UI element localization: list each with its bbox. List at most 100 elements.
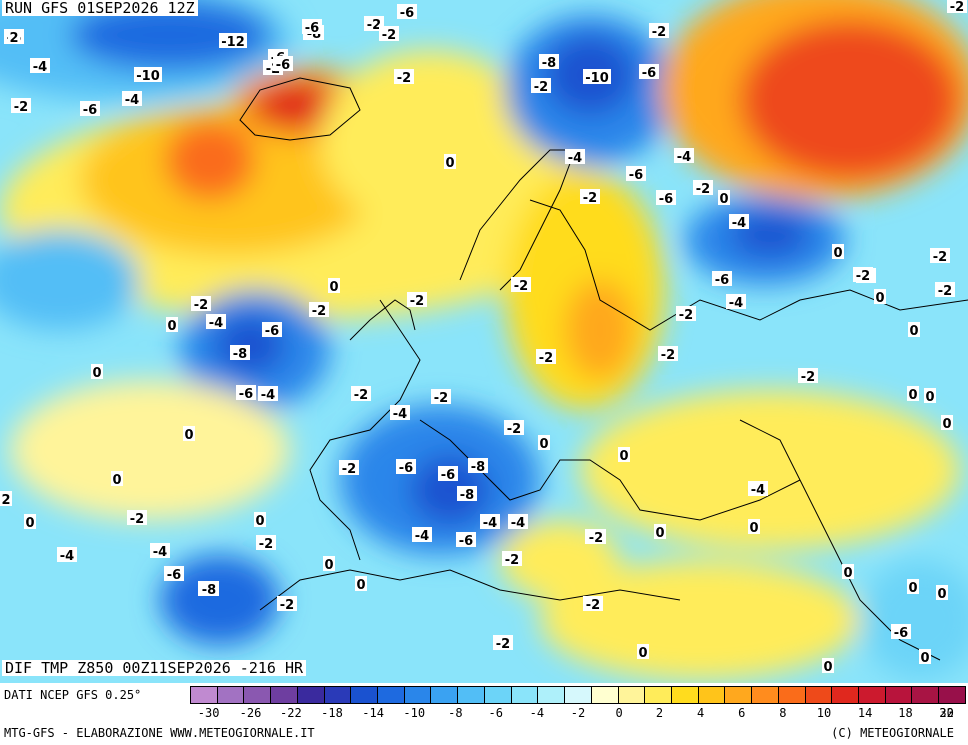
anomaly-value-label: -4 — [729, 296, 743, 311]
scale-tick-label: -18 — [321, 706, 343, 720]
label-background — [656, 190, 676, 205]
label-background — [947, 0, 967, 13]
scale-tick-label: 8 — [779, 706, 787, 720]
color-swatch — [939, 687, 965, 703]
anomaly-value-label: -4 — [60, 549, 74, 564]
anomaly-value-label: 0 — [937, 587, 946, 602]
label-background — [30, 58, 50, 73]
anomaly-value-label: -2 — [514, 279, 528, 294]
label-background — [511, 277, 531, 292]
color-swatch — [351, 687, 379, 703]
label-background — [431, 389, 451, 404]
anomaly-value-label: 0 — [324, 558, 333, 573]
label-background — [396, 459, 416, 474]
label-background — [191, 296, 211, 311]
anomaly-value-label: 0 — [255, 514, 264, 529]
scale-tick-label: -14 — [362, 706, 384, 720]
label-background — [468, 458, 488, 473]
label-background — [891, 624, 911, 639]
anomaly-value-label: 0 — [112, 473, 121, 488]
label-background — [907, 386, 919, 401]
label-background — [822, 658, 834, 673]
label-background — [206, 314, 226, 329]
anomaly-value-label: -6 — [305, 21, 319, 36]
product-title: DIF TMP Z850 00Z11SEP2026 -216 HR — [2, 660, 307, 676]
label-background — [718, 190, 730, 205]
anomaly-value-label: 0 — [655, 526, 664, 541]
temperature-anomaly-map: -6-10-12-6-8-2-6-2-4-2-10-6-4-2-6-8-2-6-… — [0, 0, 968, 683]
anomaly-value-label: 0 — [167, 319, 176, 334]
label-background — [658, 346, 678, 361]
label-background — [355, 576, 367, 591]
label-background — [199, 581, 219, 596]
anomaly-value-label: -2 — [354, 388, 368, 403]
label-background — [390, 405, 410, 420]
anomaly-value-label: -2 — [505, 553, 519, 568]
scale-tick-label: 4 — [696, 706, 705, 720]
anomaly-value-label: -8 — [542, 56, 556, 71]
anomaly-value-label: 0 — [619, 449, 628, 464]
anomaly-value-label: -8 — [471, 460, 485, 475]
label-background — [935, 282, 955, 297]
label-background — [941, 415, 953, 430]
color-swatch — [778, 687, 806, 703]
scale-tick-label: -4 — [529, 706, 545, 720]
color-swatch — [271, 687, 298, 703]
label-background — [586, 529, 606, 544]
label-background — [748, 519, 760, 534]
label-background — [24, 514, 36, 529]
anomaly-value-label: -6 — [265, 324, 279, 339]
label-background — [930, 248, 950, 263]
label-background — [493, 635, 513, 650]
label-background — [0, 491, 12, 506]
scale-tick-label: 2 — [655, 706, 664, 720]
label-background — [936, 585, 948, 600]
color-swatch — [244, 687, 272, 703]
anomaly-value-label: 0 — [356, 578, 365, 593]
anomaly-value-label: -6 — [83, 103, 97, 118]
run-title: RUN GFS 01SEP2026 12Z — [2, 0, 198, 16]
scale-tick-label: -2 — [570, 706, 586, 720]
anomaly-value-label: 0 — [25, 516, 34, 531]
label-background — [122, 91, 142, 106]
anomaly-value-label: -6 — [715, 273, 729, 288]
label-background — [908, 322, 920, 337]
label-background — [407, 292, 427, 307]
anomaly-value-label: -6 — [276, 58, 290, 73]
label-background — [351, 386, 371, 401]
anomaly-value-label: -6 — [459, 534, 473, 549]
label-background — [583, 69, 611, 84]
label-background — [80, 101, 100, 116]
label-background — [456, 532, 476, 547]
label-background — [919, 649, 931, 664]
label-background — [907, 579, 919, 594]
anomaly-value-label: 0 — [823, 660, 832, 675]
anomaly-value-label: -6 — [441, 468, 455, 483]
color-swatch — [912, 687, 940, 703]
anomaly-value-label: 2 — [9, 31, 18, 46]
anomaly-value-label: -2 — [312, 304, 326, 319]
color-swatch — [538, 687, 566, 703]
scale-tick-label: 14 — [857, 706, 873, 720]
label-background — [649, 23, 669, 38]
anomaly-value-label: 0 — [184, 428, 193, 443]
anomaly-value-label: -8 — [202, 583, 216, 598]
anomaly-value-label: -2 — [434, 391, 448, 406]
anomaly-value-label: 0 — [638, 646, 647, 661]
anomaly-value-label: 0 — [833, 246, 842, 261]
label-background — [693, 180, 713, 195]
anomaly-value-label: -2 — [801, 370, 815, 385]
label-background — [150, 543, 170, 558]
anomaly-value-label: 2 — [1, 493, 10, 508]
anomaly-value-label: 0 — [92, 366, 101, 381]
scale-tick-label: 22 — [939, 706, 954, 720]
anomaly-value-label: 0 — [909, 324, 918, 339]
anomaly-value-label: -4 — [125, 93, 139, 108]
color-swatch — [725, 687, 753, 703]
scale-tick-label: -26 — [239, 706, 262, 720]
label-background — [230, 345, 250, 360]
label-background — [637, 644, 649, 659]
scale-tick-label: -22 — [280, 706, 302, 720]
credit-left: MTG-GFS - ELABORAZIONE WWW.METEOGIORNALE… — [4, 726, 315, 740]
anomaly-value-label: -2 — [382, 28, 396, 43]
